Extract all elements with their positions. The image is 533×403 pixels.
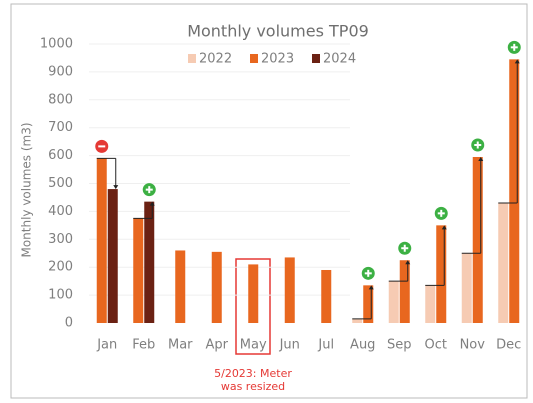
change-arrowhead xyxy=(149,201,155,206)
bar xyxy=(321,269,332,323)
bar xyxy=(248,264,259,323)
annotation: was resized xyxy=(221,380,285,393)
bar xyxy=(509,59,520,323)
x-tick-label: Dec xyxy=(496,338,521,353)
y-tick-label: 200 xyxy=(48,260,73,275)
y-tick-label: 1000 xyxy=(40,37,73,52)
y-tick-label: 700 xyxy=(48,120,73,135)
legend-swatch xyxy=(312,54,320,63)
x-tick-label: Oct xyxy=(425,338,447,353)
y-tick-label: 100 xyxy=(48,288,73,303)
y-tick-label: 0 xyxy=(65,316,73,331)
x-tick-label: Mar xyxy=(168,338,193,353)
annotation: 5/2023: Meter xyxy=(214,367,292,380)
change-arrowhead xyxy=(478,156,484,161)
legend-swatch xyxy=(250,54,258,63)
bar xyxy=(284,257,295,323)
bar xyxy=(352,318,363,323)
x-tick-label: Apr xyxy=(206,338,229,353)
x-tick-label: Sep xyxy=(387,338,412,353)
chart-title: Monthly volumes TP09 xyxy=(187,22,369,41)
bar xyxy=(425,285,436,323)
y-tick-label: 500 xyxy=(48,176,73,191)
y-tick-label: 900 xyxy=(48,64,73,79)
bar xyxy=(436,225,447,323)
change-arrowhead xyxy=(368,285,374,290)
legend-swatch xyxy=(188,54,196,63)
x-tick-label: Nov xyxy=(460,338,486,353)
bar xyxy=(175,250,186,323)
legend-label: 2024 xyxy=(323,52,356,67)
bar xyxy=(133,218,144,323)
y-tick-label: 400 xyxy=(48,204,73,219)
bar xyxy=(461,253,472,323)
y-tick-label: 300 xyxy=(48,232,73,247)
bar xyxy=(107,189,118,323)
legend-label: 2022 xyxy=(199,52,232,67)
y-tick-label: 600 xyxy=(48,148,73,163)
highlight-box xyxy=(235,258,271,355)
bar xyxy=(144,201,155,323)
bar xyxy=(472,156,483,323)
x-tick-label: May xyxy=(240,338,267,353)
y-tick-label: 800 xyxy=(48,92,73,107)
x-tick-label: Jun xyxy=(279,338,300,353)
bar xyxy=(363,285,374,323)
bar xyxy=(211,251,222,323)
legend-label: 2023 xyxy=(261,52,294,67)
bar xyxy=(96,158,107,323)
x-tick-label: Feb xyxy=(132,338,155,353)
bar xyxy=(388,281,399,323)
change-arrowhead xyxy=(514,59,520,64)
change-arrowhead xyxy=(405,260,411,265)
x-tick-label: Aug xyxy=(350,338,375,353)
bar xyxy=(498,203,509,323)
change-arrowhead xyxy=(441,225,447,230)
bar xyxy=(399,260,410,323)
x-tick-label: Jul xyxy=(317,338,334,353)
y-axis-label: Monthly volumes (m3) xyxy=(20,122,34,257)
x-tick-label: Jan xyxy=(96,338,117,353)
change-arrowhead xyxy=(113,185,119,190)
